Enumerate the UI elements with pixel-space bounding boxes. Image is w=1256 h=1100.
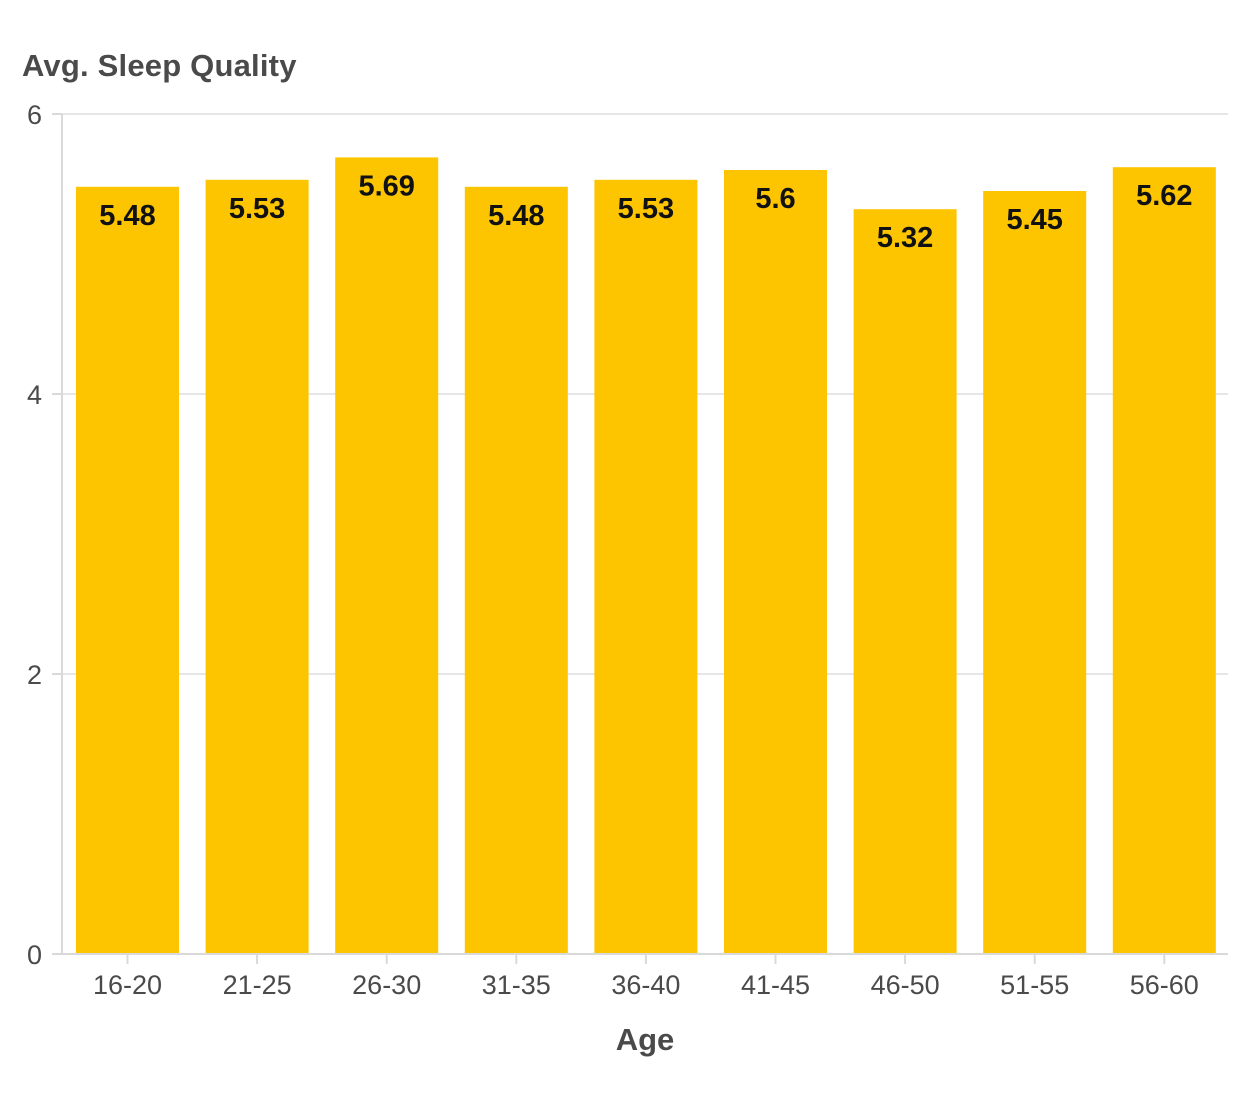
y-axis-title: Avg. Sleep Quality — [22, 48, 297, 83]
y-tick-label: 6 — [27, 100, 42, 130]
bar-21-25 — [205, 179, 309, 955]
bar-26-30 — [335, 157, 439, 954]
bars — [76, 157, 1216, 955]
data-label: 5.45 — [1006, 204, 1062, 236]
x-tick-label: 41-45 — [741, 970, 810, 1000]
bar-51-55 — [983, 191, 1087, 954]
bar-56-60 — [1112, 167, 1216, 954]
data-label: 5.53 — [618, 193, 674, 225]
bar-36-40 — [594, 179, 698, 955]
y-tick-label: 2 — [27, 660, 42, 690]
x-tick-label: 56-60 — [1130, 970, 1199, 1000]
data-label: 5.32 — [877, 222, 933, 254]
data-label: 5.6 — [755, 183, 795, 215]
data-label: 5.48 — [99, 200, 155, 232]
bar-41-45 — [724, 170, 827, 954]
y-tick-label: 0 — [27, 940, 42, 970]
x-tick-label: 46-50 — [871, 970, 940, 1000]
bar-16-20 — [76, 186, 179, 955]
x-tick-label: 36-40 — [611, 970, 680, 1000]
x-tick-label: 31-35 — [482, 970, 551, 1000]
bar-46-50 — [853, 209, 957, 954]
data-label: 5.62 — [1136, 180, 1192, 212]
data-labels: 5.48 5.53 5.69 5.48 5.53 5.6 5.32 5.45 5.62 — [99, 170, 1192, 254]
data-label: 5.69 — [358, 170, 414, 202]
x-tick-label: 16-20 — [93, 970, 162, 1000]
data-label: 5.48 — [488, 200, 544, 232]
y-tick-label: 4 — [27, 380, 42, 410]
bar-31-35 — [464, 186, 568, 955]
axes: 0 2 4 6 16-20 21-25 26-30 31-35 36-40 41-45 46-50 5… — [27, 100, 1228, 1000]
x-tick-label: 51-55 — [1000, 970, 1069, 1000]
x-tick-label: 26-30 — [352, 970, 421, 1000]
x-axis-title: Age — [615, 1022, 675, 1057]
x-tick-label: 21-25 — [223, 970, 292, 1000]
data-label: 5.53 — [229, 193, 285, 225]
